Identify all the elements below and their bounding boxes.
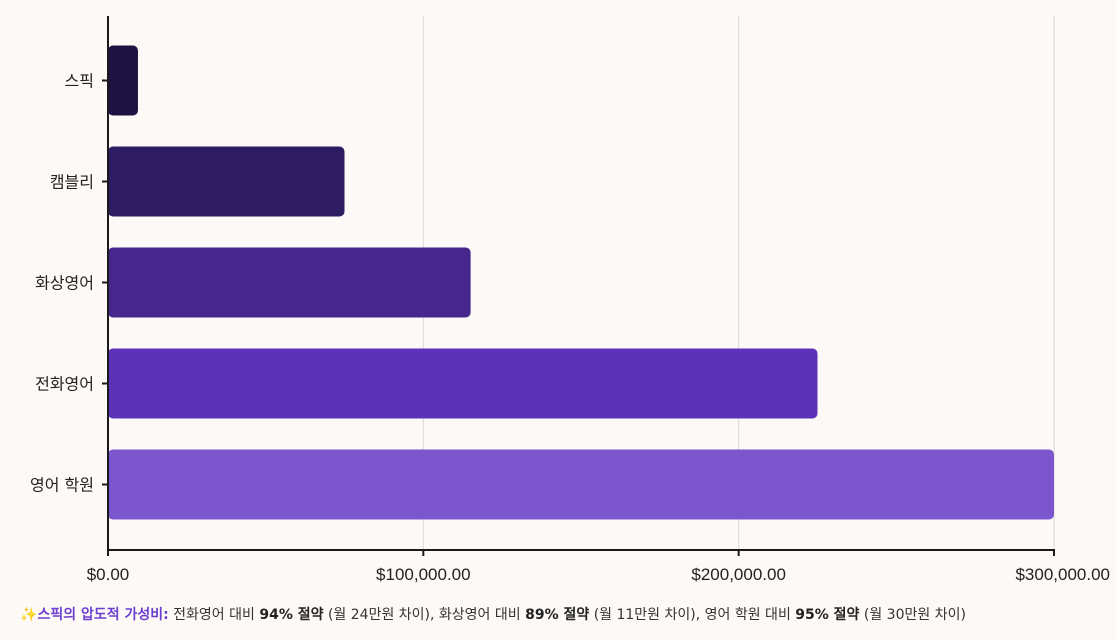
- footnote-text-4: (월 30만원 차이): [859, 607, 966, 623]
- y-tick-label-1: 캠블리: [50, 173, 94, 192]
- footnote-text-2: (월 24만원 차이), 화상영어 대비: [323, 607, 526, 623]
- footnote-savings-academy: 95% 절약: [795, 607, 860, 623]
- bar-2: [108, 247, 471, 318]
- footnote-highlight: 스픽의 압도적 가성비:: [37, 607, 169, 623]
- x-tick-label-3: $300,000.00: [1015, 565, 1110, 584]
- y-tick-label-3: 전화영어: [35, 375, 94, 394]
- footnote-text-1: 전화영어 대비: [168, 607, 260, 623]
- y-tick-label-4: 영어 학원: [30, 476, 94, 495]
- x-tick-label-2: $200,000.00: [691, 565, 786, 584]
- y-tick-label-2: 화상영어: [35, 274, 94, 293]
- bar-4: [108, 449, 1054, 520]
- x-tick-label-0: $0.00: [87, 565, 130, 584]
- bar-3: [108, 348, 818, 419]
- footnote: ✨스픽의 압도적 가성비: 전화영어 대비 94% 절약 (월 24만원 차이)…: [20, 604, 966, 624]
- footnote-savings-video: 89% 절약: [525, 607, 590, 623]
- x-tick-label-1: $100,000.00: [376, 565, 471, 584]
- bar-0: [108, 45, 138, 116]
- footnote-text-3: (월 11만원 차이), 영어 학원 대비: [589, 607, 796, 623]
- sparkles-icon: ✨: [20, 607, 38, 623]
- bar-1: [108, 146, 345, 217]
- footnote-savings-phone: 94% 절약: [259, 607, 324, 623]
- y-tick-label-0: 스픽: [65, 72, 94, 91]
